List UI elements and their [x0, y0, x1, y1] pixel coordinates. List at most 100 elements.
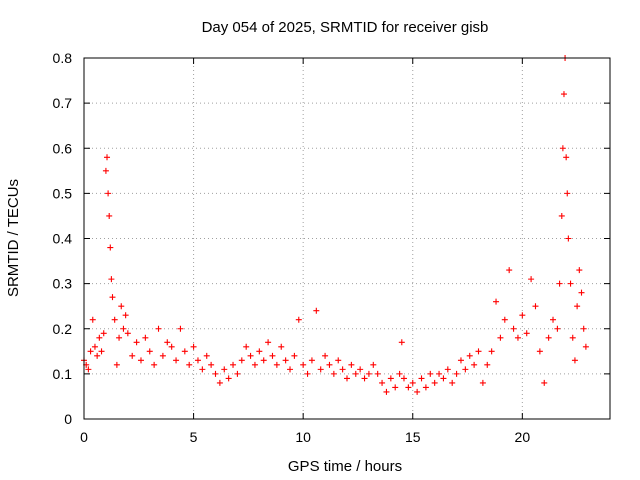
data-point — [98, 348, 105, 355]
data-point — [94, 352, 101, 359]
data-point — [501, 316, 508, 323]
data-point — [203, 352, 210, 359]
data-point — [528, 276, 535, 283]
data-point — [554, 325, 561, 332]
data-point — [409, 379, 416, 386]
data-point — [155, 325, 162, 332]
y-tick-label: 0 — [64, 411, 72, 427]
data-point — [137, 357, 144, 364]
x-tick-label: 5 — [190, 429, 198, 445]
data-point — [370, 361, 377, 368]
x-tick-label: 15 — [405, 429, 421, 445]
data-point — [234, 370, 241, 377]
y-tick-label: 0.7 — [53, 95, 73, 111]
data-point — [243, 343, 250, 350]
data-point — [563, 154, 570, 161]
data-point — [335, 357, 342, 364]
data-point — [578, 289, 585, 296]
data-point — [287, 366, 294, 373]
data-point — [91, 343, 98, 350]
data-point — [565, 235, 572, 242]
data-point — [545, 334, 552, 341]
data-point — [247, 352, 254, 359]
data-point — [580, 325, 587, 332]
data-point — [387, 375, 394, 382]
data-point — [168, 343, 175, 350]
data-point — [392, 384, 399, 391]
data-point — [427, 370, 434, 377]
y-tick-label: 0.2 — [53, 321, 73, 337]
data-point — [230, 361, 237, 368]
x-tick-label: 0 — [80, 429, 88, 445]
data-point — [550, 316, 557, 323]
data-point — [506, 267, 513, 274]
data-point — [479, 379, 486, 386]
data-point — [173, 357, 180, 364]
data-point — [129, 352, 136, 359]
data-point — [100, 330, 107, 337]
data-point — [493, 298, 500, 305]
data-point — [326, 361, 333, 368]
data-point — [453, 370, 460, 377]
data-point — [379, 379, 386, 386]
x-tick-label: 10 — [295, 429, 311, 445]
data-point — [107, 244, 114, 251]
data-point — [462, 366, 469, 373]
data-point — [146, 348, 153, 355]
data-point — [466, 352, 473, 359]
data-point — [273, 361, 280, 368]
data-point — [431, 379, 438, 386]
data-point — [497, 334, 504, 341]
data-point — [256, 348, 263, 355]
data-point — [330, 370, 337, 377]
data-point — [304, 370, 311, 377]
data-point — [199, 366, 206, 373]
data-point — [120, 325, 127, 332]
data-point — [113, 361, 120, 368]
data-point — [444, 366, 451, 373]
data-point — [313, 307, 320, 314]
data-point — [212, 370, 219, 377]
data-point — [124, 330, 131, 337]
data-point — [108, 276, 115, 283]
data-point — [532, 303, 539, 310]
data-point — [142, 334, 149, 341]
y-tick-label: 0.1 — [53, 366, 73, 382]
data-point — [122, 312, 129, 319]
data-point — [116, 334, 123, 341]
data-point — [571, 357, 578, 364]
data-point — [282, 357, 289, 364]
data-point — [559, 145, 566, 152]
data-point — [484, 361, 491, 368]
data-point — [102, 167, 109, 174]
data-point — [400, 375, 407, 382]
data-point — [87, 348, 94, 355]
data-point — [308, 357, 315, 364]
data-point — [181, 348, 188, 355]
data-point — [85, 366, 92, 373]
y-tick-label: 0.4 — [53, 231, 73, 247]
data-point — [352, 370, 359, 377]
data-point — [523, 330, 530, 337]
data-point — [238, 357, 245, 364]
data-point — [582, 343, 589, 350]
data-point — [576, 267, 583, 274]
data-point — [260, 357, 267, 364]
data-point — [251, 361, 258, 368]
data-point — [317, 366, 324, 373]
y-tick-label: 0.5 — [53, 185, 73, 201]
x-tick-label: 20 — [515, 429, 531, 445]
data-point — [96, 334, 103, 341]
data-point — [194, 357, 201, 364]
axis-ticks: 0 0.1 0.2 0.3 0.4 0.5 0.6 0.7 0.8 0 5 10 15 20 — [53, 50, 610, 445]
y-tick-label: 0.8 — [53, 50, 73, 66]
data-point — [151, 361, 158, 368]
data-point — [449, 379, 456, 386]
data-point — [221, 366, 228, 373]
data-point — [519, 312, 526, 319]
data-point — [348, 361, 355, 368]
data-point — [278, 343, 285, 350]
gridlines — [84, 58, 610, 419]
data-point — [190, 343, 197, 350]
x-axis-label: GPS time / hours — [288, 458, 402, 475]
